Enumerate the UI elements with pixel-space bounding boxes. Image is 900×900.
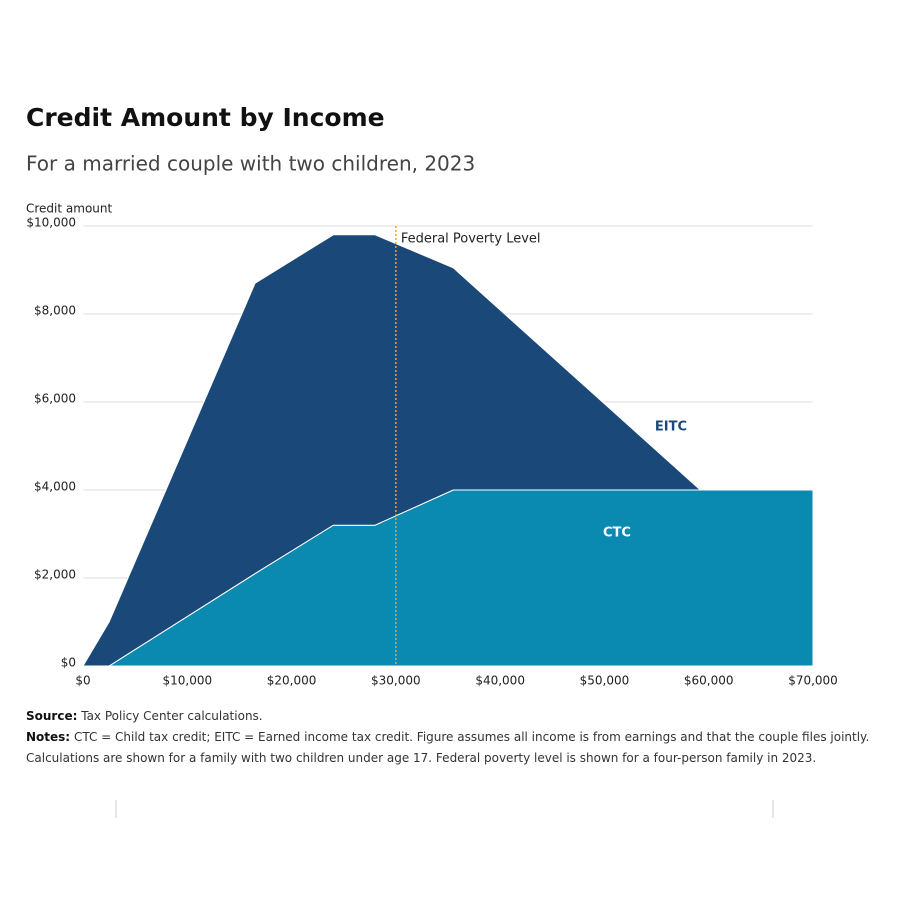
- source: Source: Tax Policy Center calculations.: [26, 706, 876, 727]
- y-tick-label: $2,000: [34, 568, 76, 582]
- chart-subtitle: For a married couple with two children, …: [26, 152, 475, 176]
- series-label: EITC: [655, 420, 687, 435]
- x-tick-label: $50,000: [580, 674, 630, 688]
- x-tick-label: $30,000: [371, 674, 421, 688]
- x-tick-label: $0: [75, 674, 90, 688]
- x-tick-label: $40,000: [475, 674, 525, 688]
- y-tick-label: $4,000: [34, 480, 76, 494]
- chart-title: Credit Amount by Income: [26, 103, 385, 132]
- source-label: Source:: [26, 709, 78, 723]
- notes: Notes: CTC = Child tax credit; EITC = Ea…: [26, 727, 876, 769]
- y-axis-label: Credit amount: [26, 202, 112, 216]
- annotation-label: Federal Poverty Level: [401, 232, 541, 247]
- y-tick-label: $0: [61, 656, 76, 670]
- x-tick-label: $70,000: [788, 674, 838, 688]
- x-tick-label: $10,000: [162, 674, 212, 688]
- source-text: Tax Policy Center calculations.: [81, 709, 263, 723]
- y-tick-label: $8,000: [34, 304, 76, 318]
- notes-label: Notes:: [26, 730, 71, 744]
- series-label: CTC: [603, 526, 631, 541]
- y-tick-label: $10,000: [26, 216, 76, 230]
- area: [82, 234, 813, 667]
- x-tick-label: $60,000: [684, 674, 734, 688]
- x-tick-label: $20,000: [267, 674, 317, 688]
- notes-text: CTC = Child tax credit; EITC = Earned in…: [26, 730, 870, 765]
- y-tick-label: $6,000: [34, 392, 76, 406]
